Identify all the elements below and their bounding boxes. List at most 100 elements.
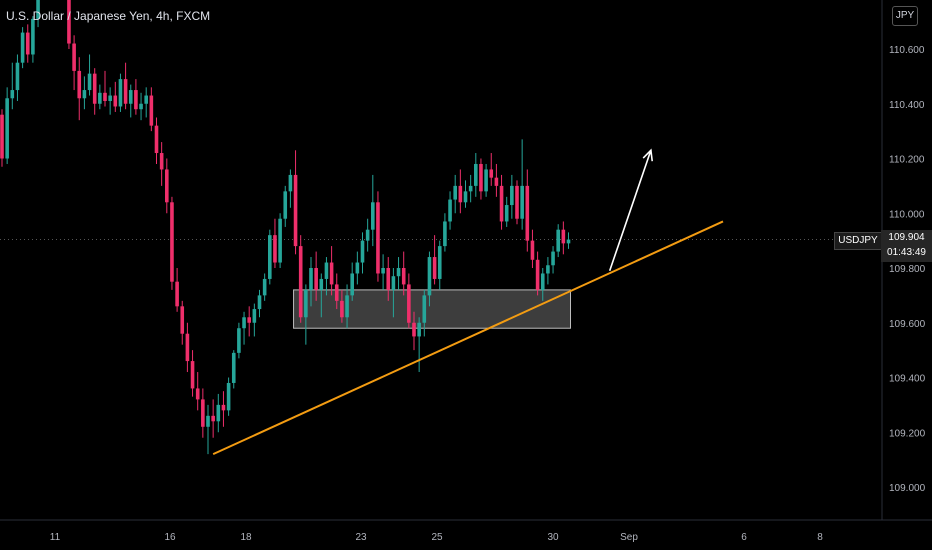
candle-body: [278, 218, 282, 263]
candle-body: [360, 240, 365, 263]
candle: [530, 229, 535, 268]
candle: [103, 70, 107, 107]
candle-body: [540, 273, 545, 290]
candle: [484, 163, 488, 197]
candle-body: [247, 317, 251, 323]
candle: [262, 273, 267, 301]
candle-body: [432, 257, 437, 279]
candle: [499, 174, 504, 230]
x-tick-label: Sep: [620, 532, 638, 543]
candle-body: [314, 268, 318, 290]
candle-body: [355, 262, 360, 274]
support-zone: [293, 289, 571, 329]
candle: [417, 317, 421, 373]
candle-body: [458, 185, 463, 203]
candle-body: [535, 259, 540, 290]
candle-body: [128, 90, 133, 104]
candle-body: [98, 92, 102, 104]
candle-body: [371, 202, 375, 230]
candle-body: [237, 328, 241, 353]
projection-arrow-head: [642, 148, 654, 162]
candle-body: [340, 300, 344, 318]
candle: [304, 284, 308, 345]
candle-body: [252, 309, 257, 323]
candle: [360, 232, 365, 274]
candle: [98, 84, 102, 110]
candle-body: [381, 268, 385, 274]
candle: [247, 306, 251, 337]
candle-body: [468, 185, 473, 192]
y-tick-label: 109.600: [889, 319, 926, 330]
candle: [324, 257, 329, 296]
candle-body: [82, 90, 87, 99]
y-tick-label: 110.200: [889, 155, 925, 166]
candle-body: [180, 306, 185, 334]
candle-body: [556, 229, 560, 252]
candle-body: [77, 70, 82, 99]
y-tick-label: 110.400: [889, 100, 925, 111]
x-tick-label: 18: [240, 532, 252, 543]
candle-body: [221, 404, 226, 411]
candle: [159, 142, 164, 186]
candle: [329, 246, 334, 296]
candle: [293, 150, 298, 255]
candle: [298, 235, 303, 323]
currency-button[interactable]: JPY: [892, 6, 918, 26]
candle-body: [504, 205, 509, 222]
candle-body: [515, 185, 519, 219]
candle-body: [561, 229, 566, 244]
candle-body: [10, 90, 15, 99]
candle: [453, 174, 457, 214]
candle: [211, 399, 215, 438]
candle-body: [427, 257, 432, 296]
candle: [365, 218, 370, 252]
candle: [175, 268, 179, 312]
candle-body: [334, 284, 339, 301]
candle: [345, 284, 349, 329]
candle-body: [365, 229, 370, 241]
candle-body: [165, 169, 169, 203]
bar-countdown: 01:43:49: [887, 247, 926, 258]
candle: [190, 350, 195, 397]
candle: [149, 87, 154, 132]
x-tick-label: 6: [741, 532, 747, 543]
candle: [412, 311, 416, 351]
last-price-value: 109.904: [888, 232, 925, 243]
candle-body: [159, 153, 164, 170]
candle: [319, 273, 324, 318]
candle: [371, 174, 375, 247]
candle-body: [551, 251, 555, 266]
candle: [92, 68, 97, 115]
candle: [257, 289, 262, 318]
candle: [252, 303, 257, 337]
candle: [510, 174, 514, 219]
candle-body: [448, 199, 452, 222]
candle: [566, 232, 571, 249]
candle: [268, 229, 272, 285]
candle: [216, 393, 221, 433]
candle-body: [293, 174, 298, 247]
candle: [118, 73, 123, 112]
x-tick-label: 8: [817, 532, 823, 543]
candle-body: [134, 90, 138, 110]
candle: [31, 16, 35, 63]
candle: [36, 0, 40, 28]
candle: [561, 221, 566, 255]
candle-body: [453, 185, 457, 200]
candle: [546, 257, 550, 285]
y-tick-label: 109.800: [889, 264, 926, 275]
candle-body: [499, 185, 504, 222]
candle-body: [170, 202, 174, 282]
candle: [170, 196, 174, 290]
candle-body: [108, 95, 112, 102]
candle: [165, 158, 169, 214]
candle-body: [494, 177, 499, 186]
candle-body: [201, 399, 205, 427]
candle-body: [546, 265, 550, 274]
candle-body: [319, 278, 324, 290]
candle-body: [345, 295, 349, 318]
candle: [82, 76, 87, 110]
candle: [123, 62, 128, 110]
candle: [520, 139, 524, 230]
